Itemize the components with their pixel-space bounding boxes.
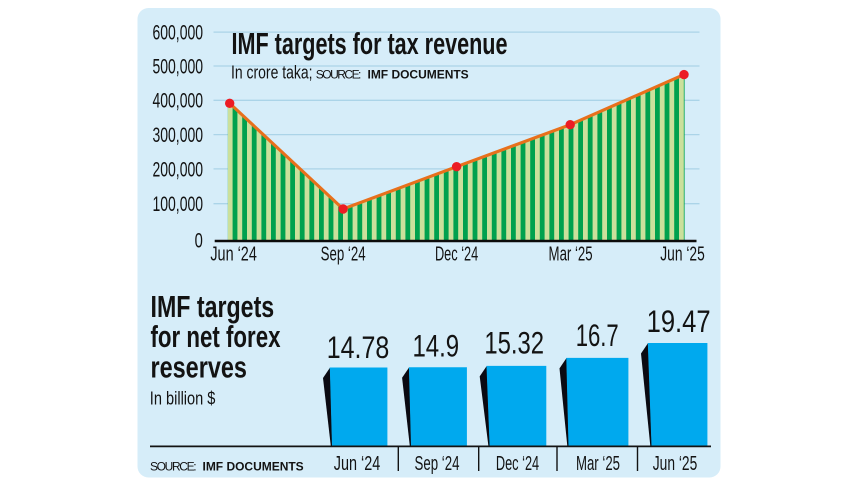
svg-text:200,000: 200,000 [153,157,204,181]
svg-text:for net forex: for net forex [151,319,282,354]
svg-text:15.32: 15.32 [484,324,544,360]
svg-text:reserves: reserves [151,349,247,384]
svg-text:400,000: 400,000 [153,89,204,113]
svg-text:SOURCE:: SOURCE: [316,67,362,81]
svg-text:In billion $: In billion $ [150,389,216,409]
svg-text:14.9: 14.9 [412,328,459,364]
svg-text:In crore taka;: In crore taka; [231,61,313,82]
svg-text:IMF DOCUMENTS: IMF DOCUMENTS [368,67,469,81]
svg-text:Jun ‘25: Jun ‘25 [653,453,698,475]
svg-text:16.7: 16.7 [576,317,619,353]
svg-text:0: 0 [195,228,203,252]
svg-text:IMF DOCUMENTS: IMF DOCUMENTS [203,460,304,474]
svg-text:Dec ‘24: Dec ‘24 [435,243,478,265]
svg-text:100,000: 100,000 [153,192,204,216]
svg-text:IMF targets: IMF targets [151,289,275,324]
svg-text:Mar ‘25: Mar ‘25 [576,453,620,475]
svg-text:14.78: 14.78 [327,329,390,365]
svg-text:Jun ‘25: Jun ‘25 [660,243,705,265]
svg-text:19.47: 19.47 [647,303,711,339]
svg-text:SOURCE:: SOURCE: [150,460,197,474]
svg-text:Sep ‘24: Sep ‘24 [321,243,366,265]
svg-text:Jun ‘24: Jun ‘24 [210,243,257,265]
svg-text:Dec ‘24: Dec ‘24 [496,453,539,475]
svg-text:600,000: 600,000 [153,20,204,44]
svg-text:Mar ‘25: Mar ‘25 [549,243,593,265]
svg-text:300,000: 300,000 [153,123,204,147]
svg-text:Sep ‘24: Sep ‘24 [415,453,460,475]
svg-text:Jun ‘24: Jun ‘24 [334,453,381,475]
svg-text:500,000: 500,000 [153,54,204,78]
svg-text:IMF targets for tax revenue: IMF targets for tax revenue [232,26,508,61]
